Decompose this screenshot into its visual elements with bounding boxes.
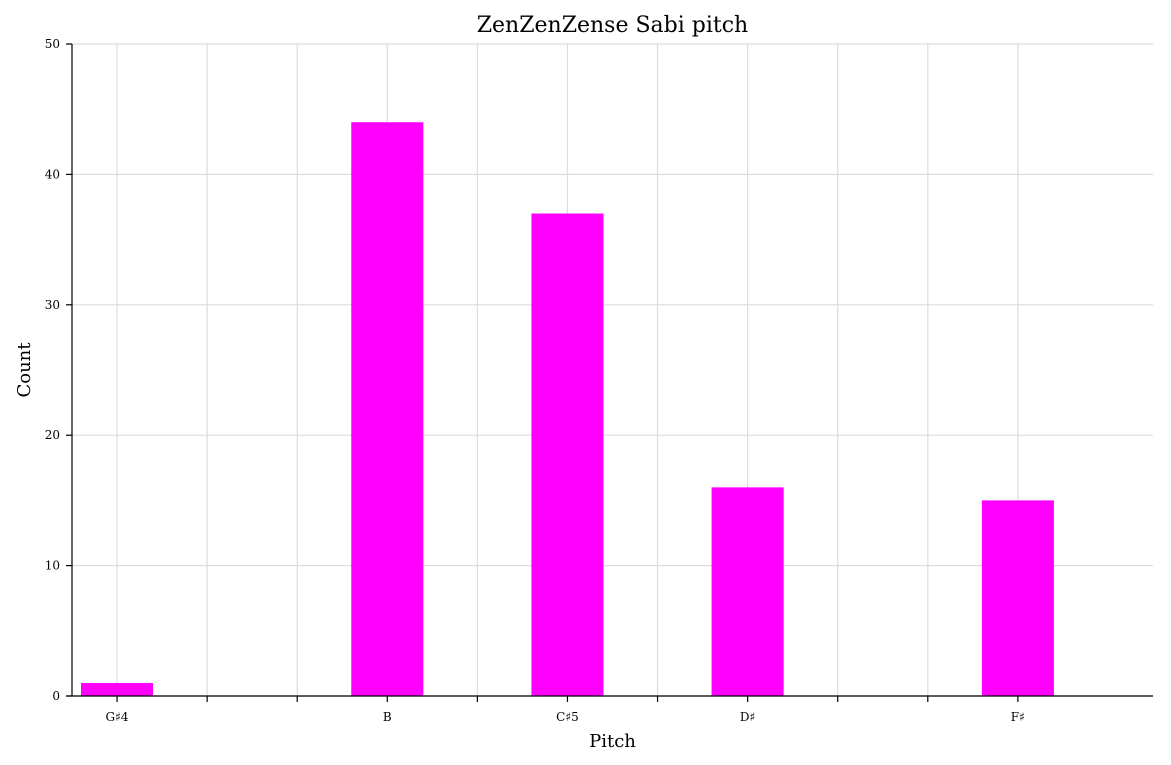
bars bbox=[81, 122, 1054, 697]
x-tick-label: B bbox=[383, 710, 392, 724]
axes bbox=[66, 44, 1153, 697]
y-tick-label: 40 bbox=[45, 167, 60, 181]
bar bbox=[81, 682, 154, 696]
x-axis-label: Pitch bbox=[589, 731, 636, 752]
bar bbox=[711, 487, 784, 696]
y-tick-label: 0 bbox=[52, 689, 60, 703]
bar bbox=[351, 122, 424, 697]
x-tick-label: F♯ bbox=[1011, 710, 1025, 724]
y-tick-label: 10 bbox=[45, 559, 60, 573]
y-axis-label: Count bbox=[14, 342, 35, 398]
ticks: 0 10 20 30 40 50 G♯4 B C♯5 D♯ F♯ bbox=[45, 37, 1025, 724]
bar bbox=[531, 213, 604, 696]
bar bbox=[981, 500, 1054, 696]
y-tick-label: 30 bbox=[45, 298, 60, 312]
y-tick-label: 20 bbox=[45, 428, 60, 442]
x-tick-label: G♯4 bbox=[106, 710, 129, 724]
chart-title: ZenZenZense Sabi pitch bbox=[477, 13, 748, 38]
y-tick-label: 50 bbox=[45, 37, 60, 51]
x-tick-label: D♯ bbox=[740, 710, 755, 724]
x-tick-label: C♯5 bbox=[556, 710, 579, 724]
